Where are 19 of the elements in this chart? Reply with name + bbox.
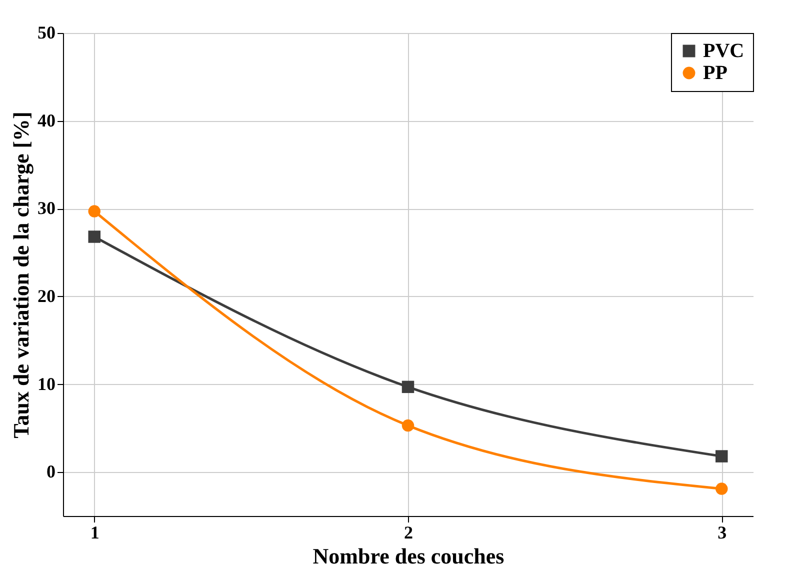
y-tick-label: 50 [38,22,56,42]
point [716,482,728,495]
point [88,205,100,218]
point [716,450,728,462]
x-axis-title: Nombre des couches [312,544,505,568]
y-tick-label: 0 [46,462,56,482]
point [402,380,414,394]
legend-label: PVC [703,40,744,62]
y-tick-label: 40 [38,110,56,130]
y-tick-label: 10 [38,374,56,394]
legend-label: PP [703,62,728,84]
x-tick-label: 3 [718,522,727,542]
y-tick-label: 20 [38,286,56,306]
x-tick-label: 1 [90,522,100,542]
point [402,419,414,432]
y-tick-label: 30 [38,198,56,218]
y-axis-title: Taux de variation de la charge [%] [8,112,34,438]
point [88,230,100,243]
x-tick-label: 2 [404,522,413,542]
